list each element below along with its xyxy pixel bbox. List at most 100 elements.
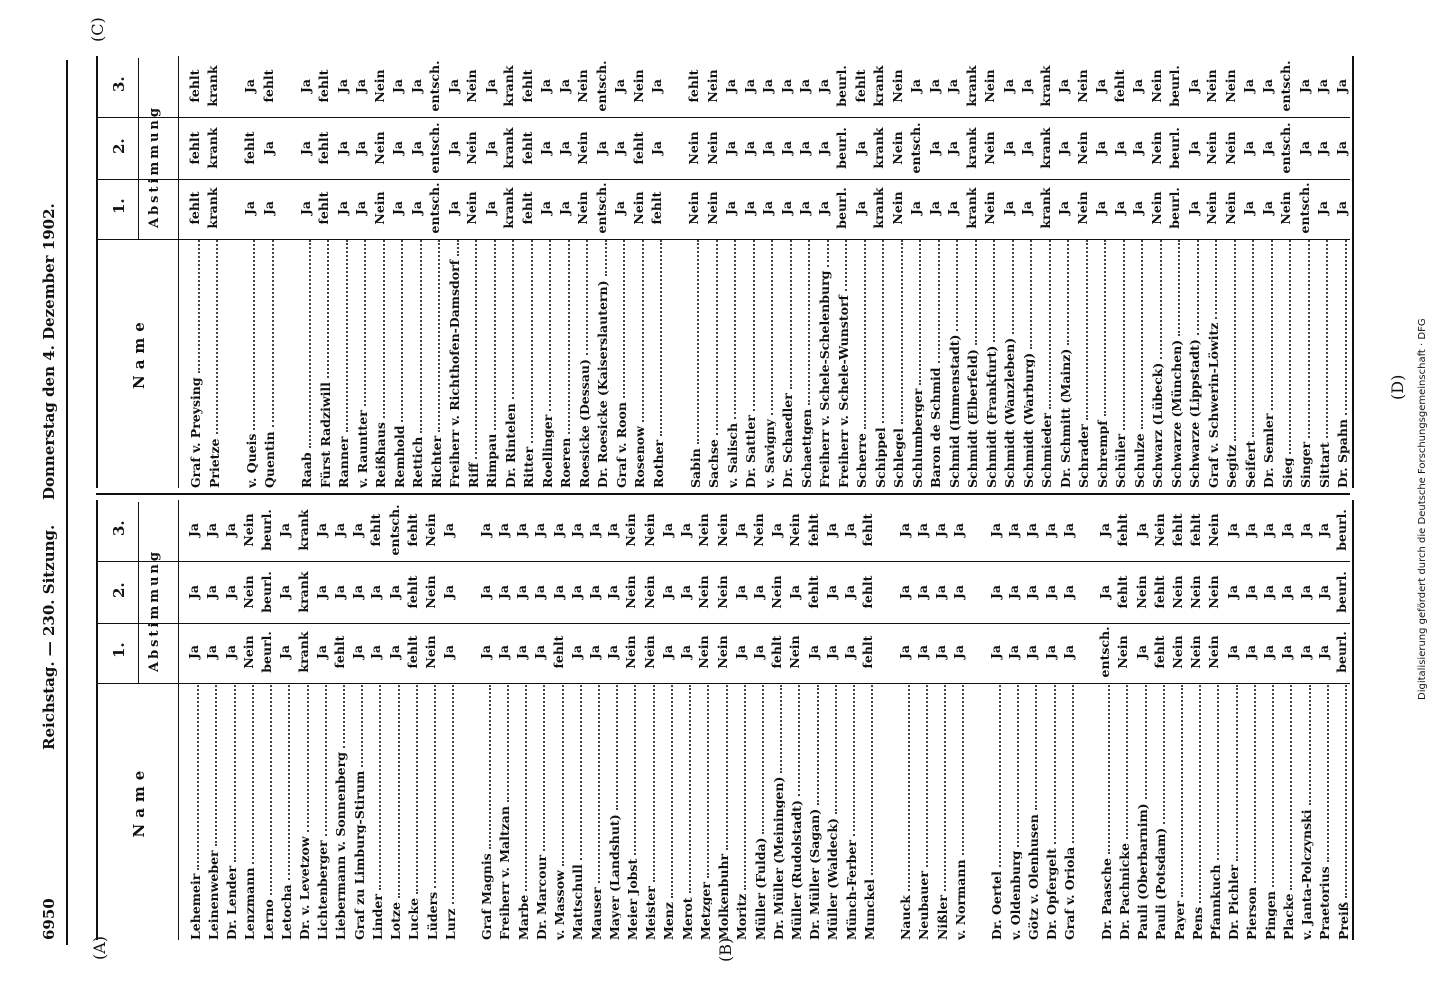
vote: Nein xyxy=(1188,575,1204,609)
vote-number: 3. xyxy=(110,76,128,92)
vote: fehlt xyxy=(686,69,702,103)
leader-dots xyxy=(475,240,478,459)
vote: Ja xyxy=(532,523,548,538)
leader-dots xyxy=(925,685,928,868)
voter-name: Dr. Pichler xyxy=(1222,685,1241,940)
voter-name: Riff xyxy=(462,240,480,488)
vote: Nein xyxy=(696,575,712,609)
voter-name: Mauser xyxy=(585,685,603,940)
voter-name: Rosenow xyxy=(628,240,647,488)
voter-name: Schlumberger xyxy=(906,240,924,488)
voter-name: Müller (Waldeck) xyxy=(822,685,840,940)
rule xyxy=(138,58,139,240)
voter-name: Schrader xyxy=(1072,240,1091,488)
vote: Ja xyxy=(741,141,757,156)
voter-name: Lehemeir xyxy=(184,685,202,940)
leader-dots xyxy=(251,685,254,864)
name-text: Metzger xyxy=(697,882,713,940)
voter-name: Münch-Ferber xyxy=(840,685,858,940)
vote: Ja xyxy=(926,141,942,156)
name-text: Lenzmann xyxy=(242,867,257,940)
leader-dots xyxy=(1011,240,1014,334)
vote: Nein xyxy=(641,635,657,669)
leader-dots xyxy=(567,240,570,434)
name-text: Menz xyxy=(661,902,676,940)
vote: Ja xyxy=(659,585,675,600)
leader-dots xyxy=(1235,685,1238,861)
name-text: Dr. Marcour xyxy=(533,854,549,940)
voter-name: Dr. Oertel xyxy=(986,685,1004,940)
leader-dots xyxy=(1085,240,1088,421)
vote: Nein xyxy=(686,131,702,165)
name-text: Remhold xyxy=(391,425,407,488)
voter-name: Graf zu Limburg-Stirum xyxy=(348,685,366,940)
name-text: Graf v. Preysing xyxy=(188,377,203,488)
vote: Ja xyxy=(260,141,276,156)
vote: Ja xyxy=(896,523,912,538)
leader-dots xyxy=(1141,240,1144,430)
voter-name: Dr. Marcour xyxy=(530,685,548,940)
vote: Ja xyxy=(908,79,924,94)
vote: krank xyxy=(1037,65,1053,107)
leader-dots xyxy=(919,240,922,385)
vote: fehlt xyxy=(404,575,420,609)
rule xyxy=(1352,500,1354,940)
voter-name: Rettich xyxy=(406,240,425,488)
voter-name: Lichtenberger xyxy=(312,685,330,940)
voter-name: Dr. Schaedler xyxy=(776,240,795,488)
voter-name: Singer xyxy=(1294,240,1313,488)
vote: Nein xyxy=(704,69,720,103)
vote: Ja xyxy=(1279,585,1295,600)
leader-dots xyxy=(1217,685,1220,861)
vote: Ja xyxy=(1261,645,1277,660)
vote: fehlt xyxy=(860,575,876,609)
name-text: Schrempf xyxy=(1094,420,1110,488)
voter-name: Munckel xyxy=(858,685,876,940)
leader-dots xyxy=(345,240,348,433)
vote: Ja xyxy=(1296,79,1312,94)
voter-name: Müller (Rudolstadt) xyxy=(785,685,803,940)
voter-name: v. Normann xyxy=(949,685,967,940)
vote: Ja xyxy=(842,645,858,660)
leader-dots xyxy=(379,685,382,891)
vote: Ja xyxy=(186,585,202,600)
voter-name: Moritz xyxy=(731,685,749,940)
leader-dots xyxy=(401,240,404,422)
vote: Ja xyxy=(1241,79,1257,94)
leader-dots xyxy=(586,240,589,356)
name-text: Mayer (Landshut) xyxy=(606,814,622,940)
name-text: Fürst Radziwill xyxy=(317,382,333,488)
voter-name: Liebermann v. Sonnenberg xyxy=(330,685,348,940)
vote: Ja xyxy=(538,201,554,216)
vote: Ja xyxy=(408,141,424,156)
vote: Nein xyxy=(1148,69,1164,103)
voter-name: Dr. Pachnicke xyxy=(1113,685,1131,940)
name-text: Schrader xyxy=(1076,424,1091,488)
voter-name: Dr. Spahn xyxy=(1331,240,1350,488)
vote: Nein xyxy=(240,513,256,547)
vote: Ja xyxy=(277,585,293,600)
vote: Nein xyxy=(1148,131,1164,165)
vote: Ja xyxy=(445,79,461,94)
voter-name: Sieg xyxy=(1276,240,1294,488)
leader-dots xyxy=(1252,240,1255,437)
vote: Ja xyxy=(1315,585,1331,600)
vote: Nein xyxy=(1206,575,1222,609)
voter-name: Dr. v. Levetzow xyxy=(293,685,312,940)
vote: Nein xyxy=(1170,575,1186,609)
vote: Ja xyxy=(1185,201,1201,216)
voter-name: Quentin xyxy=(258,240,277,488)
name-text: Pierson xyxy=(1244,886,1259,940)
vote: Ja xyxy=(1315,201,1331,216)
leader-dots xyxy=(197,685,200,870)
vote: Nein xyxy=(1278,191,1294,225)
name-text: Schmidt (Frankfurt) xyxy=(983,345,999,488)
voter-name: Dr. Sattler xyxy=(739,240,758,488)
vote: fehlt xyxy=(242,131,258,165)
vote: Ja xyxy=(408,79,424,94)
name-header: Name xyxy=(130,316,148,389)
name-text: Graf v. Schwerin-Löwitz xyxy=(1205,322,1221,488)
vote: Ja xyxy=(593,141,609,156)
voter-name: Lucke xyxy=(403,685,421,940)
leader-dots xyxy=(1289,240,1292,454)
